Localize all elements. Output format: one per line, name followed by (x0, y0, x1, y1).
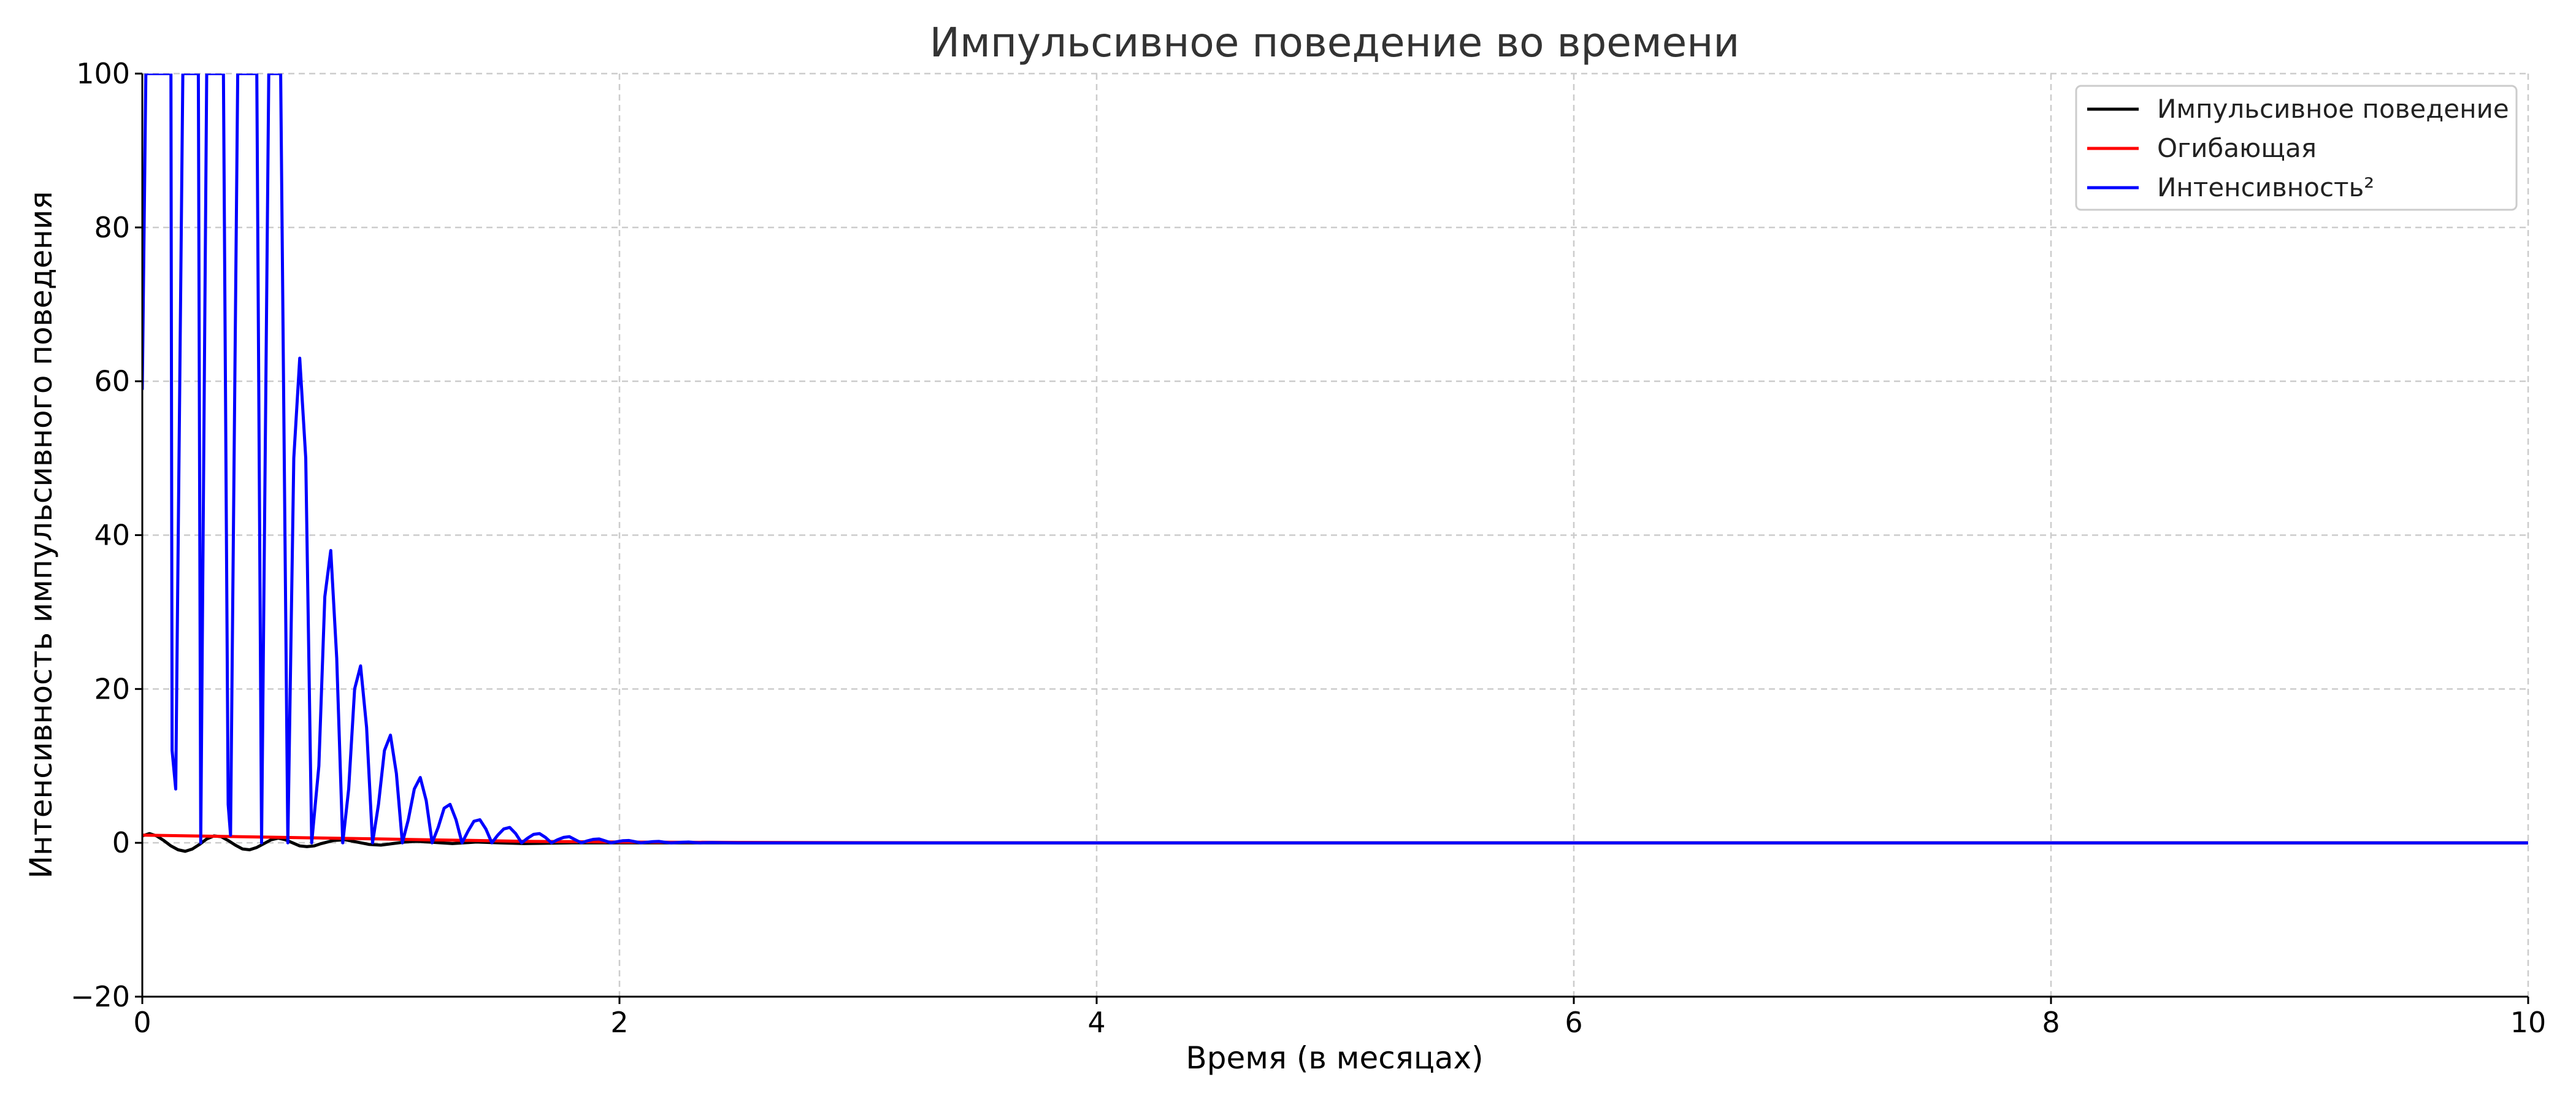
x-tick-label: 2 (610, 1006, 628, 1039)
y-tick-label: 0 (112, 826, 130, 859)
grid (142, 72, 2529, 997)
series-line-3 (142, 74, 2528, 845)
y-axis-ticks: −20 0 20 40 60 80 100 (71, 57, 142, 1013)
y-tick-label: −20 (71, 980, 130, 1013)
x-tick-label: 8 (2042, 1006, 2060, 1039)
x-axis-label: Время (в месяцах) (1186, 1040, 1483, 1076)
x-axis-ticks: 0 2 4 6 8 10 (133, 997, 2546, 1039)
series-layer (142, 74, 2528, 853)
x-tick-label: 0 (133, 1006, 151, 1039)
y-tick-label: 100 (76, 57, 130, 90)
y-tick-label: 20 (94, 672, 130, 705)
y-axis-label: Интенсивность импульсивного поведения (23, 191, 59, 879)
y-tick-label: 40 (94, 519, 130, 552)
x-tick-label: 4 (1087, 1006, 1105, 1039)
legend-label: Огибающая (2157, 133, 2317, 163)
legend: Импульсивное поведение Огибающая Интенсивн… (2075, 85, 2518, 211)
chart-title: Импульсивное поведение во времени (930, 19, 1740, 66)
y-tick-label: 60 (94, 365, 130, 398)
legend-box (2075, 85, 2518, 211)
y-tick-label: 80 (94, 211, 130, 244)
x-tick-label: 10 (2510, 1006, 2547, 1039)
x-tick-label: 6 (1565, 1006, 1582, 1039)
legend-label: Импульсивное поведение (2157, 94, 2509, 124)
legend-label: Интенсивность² (2157, 172, 2374, 202)
